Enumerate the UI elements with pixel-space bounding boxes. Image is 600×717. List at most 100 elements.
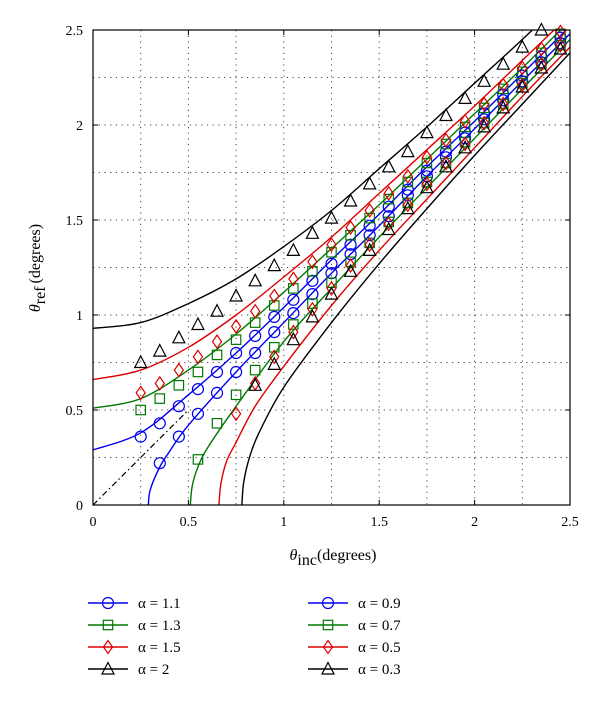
data-point-circle — [230, 346, 243, 360]
data-point-diamond — [154, 375, 166, 391]
model-curve — [241, 52, 570, 505]
data-point-diamond — [307, 301, 318, 317]
data-point-triangle — [267, 356, 282, 370]
data-point-circle — [153, 417, 166, 430]
axis-ticks: 0 0.5 1 1.5 2 2.5 0 0.5 1 1.5 2 2.5 — [66, 24, 579, 530]
data-point-circle — [210, 386, 224, 399]
legend-label: α = 1.5 — [138, 640, 181, 656]
data-point-circle — [172, 400, 185, 413]
y-tick-label: 1 — [76, 309, 83, 324]
data-point-circle — [497, 94, 510, 107]
data-point-triangle — [515, 79, 530, 93]
data-point-diamond — [345, 258, 356, 274]
data-point-square — [421, 157, 433, 169]
legend-label: α = 2 — [138, 662, 169, 678]
data-point-square — [173, 380, 185, 391]
legend-label: α = 0.3 — [358, 662, 401, 678]
data-point-diamond — [230, 318, 242, 334]
data-point-square — [440, 138, 452, 150]
y-tick-label: 0.5 — [66, 404, 84, 419]
legend-label: α = 1.3 — [138, 618, 181, 634]
legend-marker-diamond — [102, 639, 114, 655]
data-point-circle — [325, 267, 338, 280]
data-point-diamond — [249, 303, 261, 319]
x-axis-label-symbol: θ — [290, 547, 298, 564]
data-point-circle — [363, 229, 376, 242]
data-point-triangle — [419, 179, 434, 194]
x-tick-label: 0.5 — [180, 515, 198, 530]
data-point-square — [459, 121, 471, 133]
legend-marker-triangle — [101, 661, 115, 675]
data-point-circle — [478, 107, 491, 120]
data-point-triangle — [553, 41, 568, 55]
y-axis-label: θref (degrees) — [27, 224, 49, 312]
legend-item: α = 0.9 — [308, 596, 401, 612]
data-point-circle — [439, 151, 453, 164]
data-point-diamond — [364, 237, 375, 253]
data-point-square — [211, 418, 223, 429]
data-point-square — [230, 334, 242, 345]
data-point-square — [307, 298, 318, 309]
data-point-diamond — [383, 216, 394, 232]
data-point-square — [192, 366, 204, 378]
data-point-circle — [306, 274, 319, 287]
data-point-diamond — [459, 113, 471, 129]
data-point-triangle — [324, 286, 339, 300]
data-point-diamond — [230, 406, 242, 422]
data-point-square — [268, 300, 280, 311]
data-point-circle — [268, 326, 281, 339]
data-point-square — [135, 404, 146, 416]
data-point-triangle — [496, 56, 511, 70]
data-point-circle — [134, 430, 147, 443]
model-curves — [93, 30, 570, 505]
model-curve — [189, 39, 570, 505]
data-point-circle — [382, 210, 395, 223]
data-point-diamond — [326, 237, 337, 253]
data-point-triangle — [324, 210, 339, 224]
data-point-triangle — [286, 242, 301, 256]
data-point-diamond — [269, 349, 280, 365]
data-point-circle — [344, 238, 357, 251]
data-point-diamond — [211, 334, 223, 350]
data-point-triangle — [248, 377, 263, 391]
data-point-diamond — [402, 168, 414, 184]
data-point-triangle — [534, 22, 549, 36]
model-curve — [218, 46, 570, 505]
legend-marker-circle — [101, 596, 115, 610]
data-point-diamond — [173, 362, 185, 378]
data-point-diamond — [440, 155, 452, 171]
model-curve — [93, 30, 556, 381]
data-point-triangle — [438, 159, 453, 173]
data-point-circle — [153, 457, 166, 470]
data-point-diamond — [345, 220, 356, 236]
data-point-triangle — [305, 309, 320, 323]
data-point-triangle — [458, 90, 473, 105]
legend: α = 1.1 α = 1.3 α = 1.5 α = 2 α = 0.9 α = 0.7… — [88, 596, 401, 678]
data-point-diamond — [364, 202, 375, 219]
data-point-diamond — [421, 176, 433, 192]
legend-marker-square — [322, 619, 334, 631]
data-point-diamond — [555, 37, 566, 53]
legend-label: α = 0.9 — [358, 596, 401, 612]
data-markers — [133, 22, 568, 470]
data-point-triangle — [381, 159, 396, 173]
data-point-diamond — [478, 115, 490, 131]
data-point-diamond — [383, 185, 394, 201]
y-axis-label-subscript: ref — [32, 286, 49, 304]
data-point-triangle — [133, 354, 148, 369]
data-point-circle — [497, 88, 510, 101]
data-point-triangle — [267, 257, 282, 272]
legend-marker-triangle — [321, 661, 335, 675]
data-point-square — [345, 229, 356, 241]
legend-item: α = 1.5 — [88, 639, 181, 656]
x-axis-label: θinc(degrees) — [290, 547, 377, 569]
data-point-square — [288, 319, 299, 330]
data-point-triangle — [458, 140, 473, 154]
data-point-square — [497, 83, 509, 95]
legend-item: α = 0.3 — [308, 661, 401, 678]
data-point-circle — [230, 365, 243, 379]
legend-item: α = 1.3 — [88, 618, 181, 634]
data-point-triangle — [496, 100, 511, 114]
data-point-triangle — [362, 176, 377, 190]
data-point-triangle — [419, 124, 434, 139]
